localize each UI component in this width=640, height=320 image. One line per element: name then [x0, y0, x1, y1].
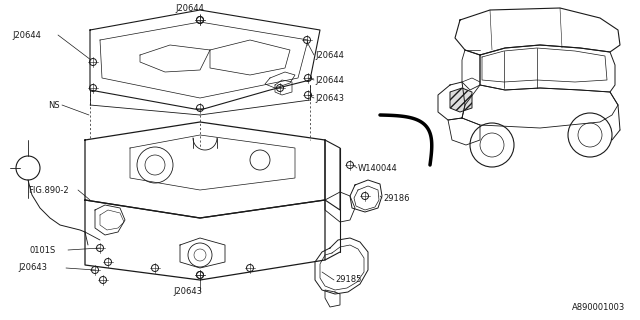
- Text: 29186: 29186: [383, 194, 410, 203]
- Text: J20643: J20643: [18, 263, 47, 273]
- Text: J20644: J20644: [175, 4, 204, 12]
- Text: 0101S: 0101S: [30, 245, 56, 254]
- Text: 29185: 29185: [335, 276, 362, 284]
- Text: J20644: J20644: [12, 30, 41, 39]
- Text: NS: NS: [48, 100, 60, 109]
- Text: FIG.890-2: FIG.890-2: [28, 186, 68, 195]
- Text: J20644: J20644: [315, 76, 344, 84]
- Text: J20644: J20644: [315, 51, 344, 60]
- Text: W140044: W140044: [358, 164, 397, 172]
- Text: J20643: J20643: [315, 93, 344, 102]
- Text: J20643: J20643: [173, 287, 202, 297]
- Polygon shape: [450, 88, 472, 112]
- Text: A890001003: A890001003: [572, 303, 625, 312]
